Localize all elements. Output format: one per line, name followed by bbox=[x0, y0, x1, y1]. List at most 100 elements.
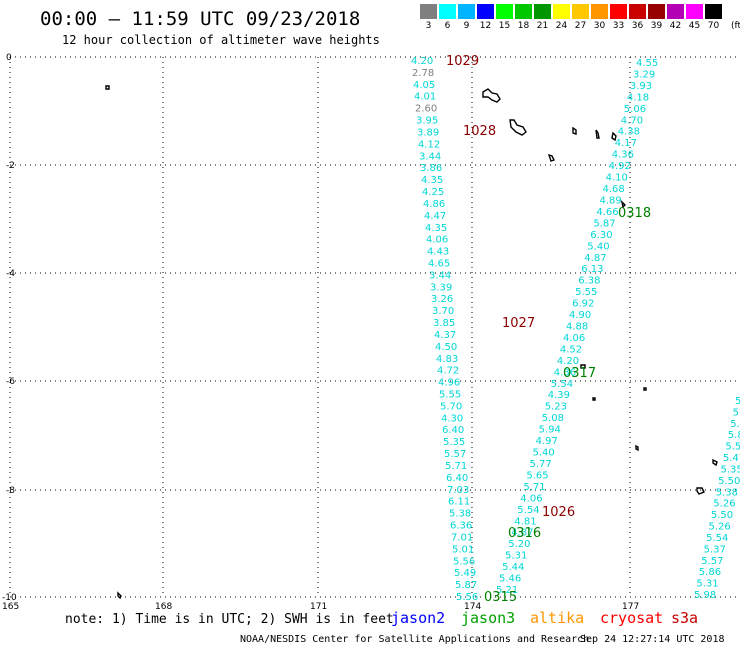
track-b-swh-label: 4.97 bbox=[536, 436, 558, 447]
scale-label: 3 bbox=[425, 21, 432, 31]
track-b-swh-label: 5.08 bbox=[542, 413, 564, 424]
satellite-name: jason2 bbox=[391, 609, 446, 627]
time-label: 0315 bbox=[484, 590, 517, 605]
track-a-swh-label: 3.70 bbox=[432, 306, 454, 317]
island bbox=[105, 85, 110, 90]
map-grid bbox=[9, 56, 740, 598]
track-b-swh-label: 5.40 bbox=[533, 448, 555, 459]
track-b-swh-label: 4.52 bbox=[560, 344, 582, 355]
scale-label: 27 bbox=[574, 21, 587, 31]
y-tick-label: -10 bbox=[2, 593, 17, 603]
track-a-swh-label: 6.40 bbox=[442, 425, 464, 436]
track-c-swh-label: 5.47 bbox=[723, 453, 740, 464]
island bbox=[509, 119, 527, 136]
track-b-swh-label: 5.87 bbox=[593, 218, 615, 229]
track-a-swh-label: 4.37 bbox=[434, 330, 456, 341]
track-b-swh-label: 4.10 bbox=[606, 173, 628, 184]
x-tick-label: 177 bbox=[622, 602, 639, 612]
scale-swatch bbox=[420, 4, 437, 19]
track-b-swh-label: 4.81 bbox=[514, 516, 536, 527]
track-c-swh-label: 5.37 bbox=[704, 544, 726, 555]
time-label: 0318 bbox=[618, 206, 651, 221]
track-a-swh-label: 3.89 bbox=[417, 128, 439, 139]
island bbox=[643, 387, 647, 391]
track-a-swh-label: 4.30 bbox=[441, 413, 463, 424]
track-b-swh-label: 4.17 bbox=[615, 138, 637, 149]
track-a-swh-label: 4.25 bbox=[422, 187, 444, 198]
island bbox=[482, 88, 501, 103]
track-b-swh-label: 4.66 bbox=[596, 207, 618, 218]
scale-swatch bbox=[629, 4, 646, 19]
track-a-swh-label: 7.01 bbox=[451, 532, 473, 543]
footer-note: note: 1) Time is in UTC; 2) SWH is in fe… bbox=[65, 612, 394, 627]
credit-line: NOAA/NESDIS Center for Satellite Applica… bbox=[240, 634, 590, 645]
map-subtitle: 12 hour collection of altimeter wave hei… bbox=[62, 33, 380, 47]
track-a-swh-label: 6.36 bbox=[450, 521, 472, 532]
y-tick-label: -4 bbox=[6, 269, 15, 279]
scale-label: 36 bbox=[631, 21, 644, 31]
track-a-swh-label: 3.86 bbox=[420, 163, 442, 174]
track-a-swh-label: 5.70 bbox=[440, 401, 462, 412]
track-a-swh-label: 5.35 bbox=[443, 437, 465, 448]
scale-label: 15 bbox=[498, 21, 511, 31]
y-tick-label: -8 bbox=[6, 486, 15, 496]
track-a-swh-label: 2.78 bbox=[412, 68, 434, 79]
x-tick-label: 165 bbox=[2, 602, 19, 612]
track-b-swh-label: 4.70 bbox=[621, 115, 643, 126]
track-a-swh-label: 3.26 bbox=[431, 294, 453, 305]
scale-swatch bbox=[705, 4, 722, 19]
island bbox=[547, 153, 555, 162]
track-a-swh-label: 3.44 bbox=[419, 151, 441, 162]
satellite-name: jason3 bbox=[461, 609, 516, 627]
scale-swatch bbox=[496, 4, 513, 19]
track-a-swh-label: 5.56 bbox=[456, 592, 478, 603]
track-b-swh-label: 5.54 bbox=[517, 505, 539, 516]
x-tick-label: 174 bbox=[464, 602, 481, 612]
track-b-swh-label: 4.68 bbox=[603, 184, 625, 195]
track-b-swh-label: 3.29 bbox=[633, 70, 655, 81]
track-b-swh-label: 4.39 bbox=[548, 390, 570, 401]
track-c-swh-label: 5.50 bbox=[718, 476, 740, 487]
track-a-swh-label: 2.60 bbox=[415, 104, 437, 115]
track-c-swh-label: 5.35 bbox=[721, 465, 740, 476]
scale-label: 9 bbox=[463, 21, 470, 31]
track-c-swh-label: 5.78 bbox=[735, 396, 740, 407]
scale-unit: (ft) bbox=[731, 21, 740, 31]
track-a-swh-label: 5.87 bbox=[455, 580, 477, 591]
track-b-swh-label: 5.21 bbox=[496, 585, 518, 596]
track-a-swh-label: 5.01 bbox=[452, 544, 474, 555]
track-c-swh-label: 5.54 bbox=[706, 533, 728, 544]
scale-label: 12 bbox=[479, 21, 492, 31]
generation-timestamp: Sep 24 12:27:14 UTC 2018 bbox=[580, 634, 725, 645]
island bbox=[580, 364, 586, 369]
scale-swatch bbox=[515, 4, 532, 19]
track-a-swh-label: 4.35 bbox=[421, 175, 443, 186]
x-tick-label: 168 bbox=[155, 602, 172, 612]
track-b-swh-label: 5.31 bbox=[505, 551, 527, 562]
track-a-swh-label: 4.12 bbox=[418, 139, 440, 150]
time-label: 1029 bbox=[446, 54, 479, 69]
track-b-swh-label: 6.13 bbox=[581, 264, 603, 275]
track-b-swh-label: 5.20 bbox=[508, 539, 530, 550]
scale-label: 24 bbox=[555, 21, 568, 31]
track-a-swh-label: 5.55 bbox=[439, 390, 461, 401]
track-c-swh-label: 5.26 bbox=[733, 407, 740, 418]
track-b-swh-label: 5.06 bbox=[624, 104, 646, 115]
track-a-swh-label: 7.03 bbox=[447, 485, 469, 496]
track-c-swh-label: 5.52 bbox=[725, 442, 740, 453]
track-a-swh-label: 6.40 bbox=[446, 473, 468, 484]
satellite-name: cryosat bbox=[600, 609, 664, 627]
satellite-name: s3a bbox=[671, 609, 699, 627]
track-c-swh-label: 5.43 bbox=[730, 419, 740, 430]
track-c-swh-label: 5.38 bbox=[716, 487, 738, 498]
track-b-swh-label: 4.36 bbox=[612, 150, 634, 161]
track-a-swh-label: 4.35 bbox=[425, 223, 447, 234]
track-c-swh-label: 5.50 bbox=[711, 510, 733, 521]
satellite-tracks: 4.202.784.054.012.603.953.894.123.443.86… bbox=[411, 56, 740, 603]
island bbox=[696, 487, 705, 495]
scale-label: 30 bbox=[593, 21, 606, 31]
track-a-swh-label: 3.95 bbox=[416, 116, 438, 127]
scale-label: 42 bbox=[669, 21, 682, 31]
track-a-swh-label: 4.50 bbox=[435, 342, 457, 353]
scale-swatch bbox=[534, 4, 551, 19]
